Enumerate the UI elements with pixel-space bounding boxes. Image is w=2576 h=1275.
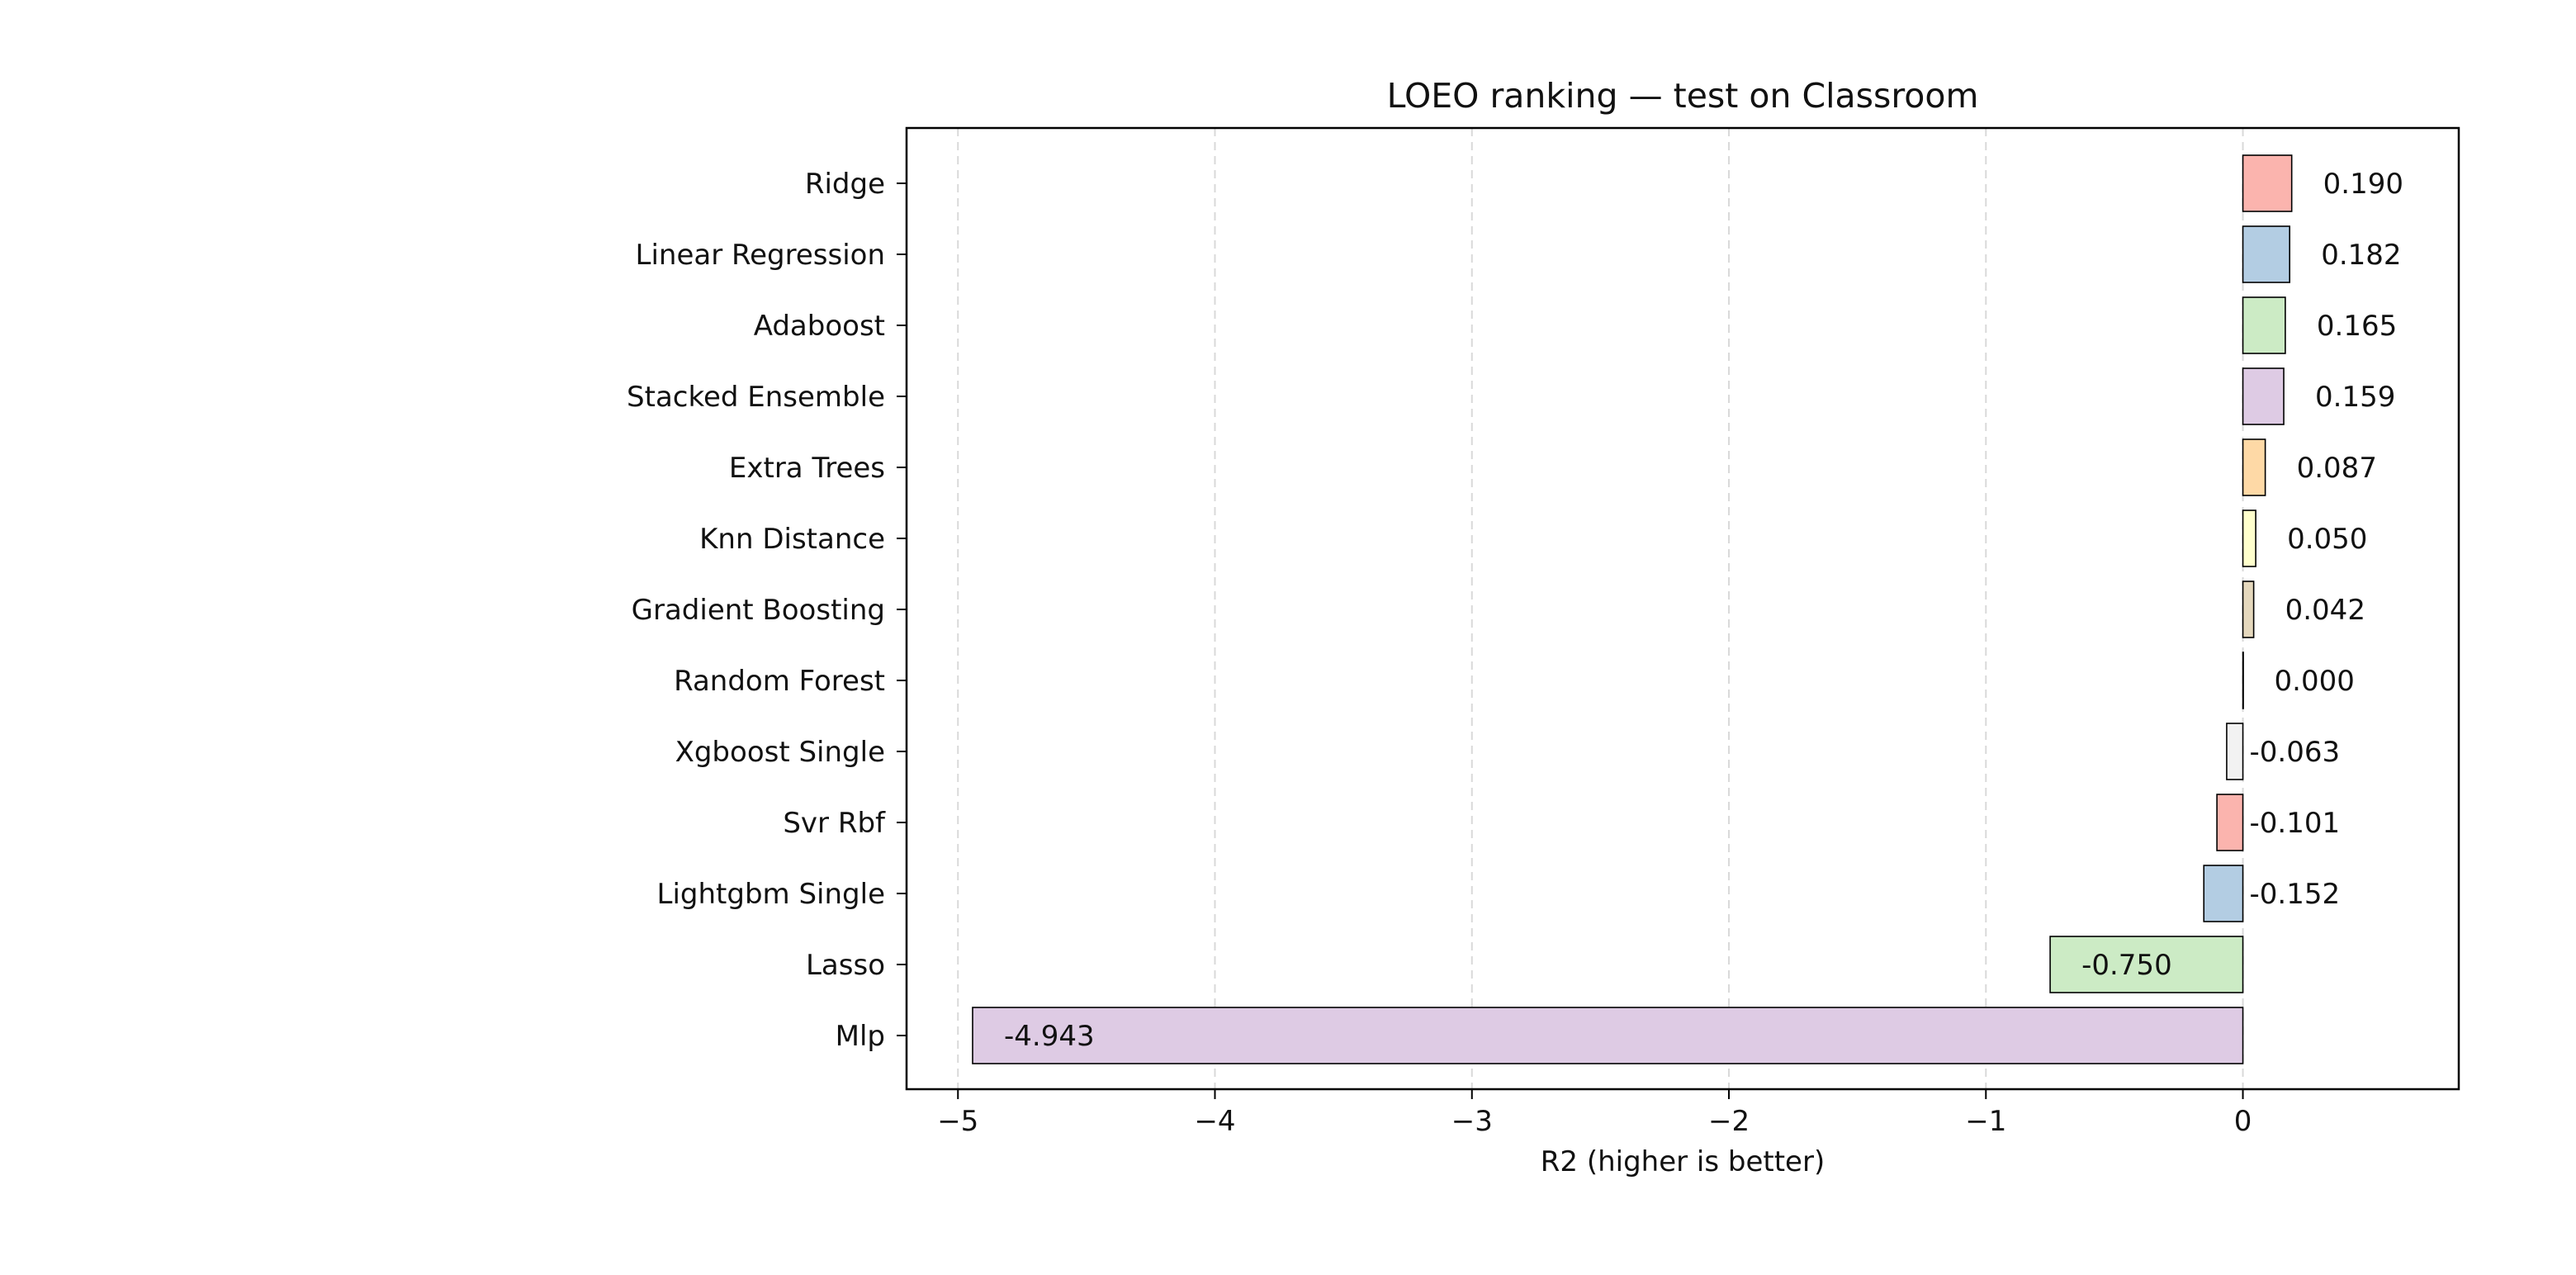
y-tick-label: Linear Regression xyxy=(636,239,885,272)
bar-value-label: 0.165 xyxy=(2317,310,2397,343)
bar xyxy=(2049,936,2244,993)
bar-value-label: 0.190 xyxy=(2323,168,2403,201)
bar xyxy=(2242,438,2266,496)
bar-value-label: 0.050 xyxy=(2287,523,2367,556)
bar xyxy=(972,1007,2244,1064)
x-tick-label: −3 xyxy=(1451,1105,1493,1138)
bar xyxy=(2242,581,2255,638)
bar xyxy=(2226,723,2244,780)
y-tick-label: Lasso xyxy=(806,949,885,982)
bar-value-label: 0.087 xyxy=(2297,452,2377,485)
y-tick-label: Stacked Ensemble xyxy=(627,381,885,414)
y-tick-label: Ridge xyxy=(805,168,885,201)
bar xyxy=(2242,367,2285,425)
y-tick-label: Knn Distance xyxy=(699,523,885,556)
bar xyxy=(2242,225,2290,283)
x-axis: −5 −4 −3 −2 −1 0 xyxy=(937,1089,2252,1138)
y-tick-label: Random Forest xyxy=(674,665,885,698)
bar-value-label: -0.063 xyxy=(2250,736,2341,769)
y-tick-label: Gradient Boosting xyxy=(632,594,885,627)
bars xyxy=(972,154,2293,1064)
bar-value-label: 0.000 xyxy=(2275,665,2355,698)
bar-value-label: 0.182 xyxy=(2321,239,2401,272)
chart-title: LOEO ranking — test on Classroom xyxy=(1387,76,1979,116)
y-tick-label: Mlp xyxy=(836,1020,885,1053)
y-axis: Ridge Linear Regression Adaboost Stacked En… xyxy=(627,168,907,1053)
x-tick-label: −4 xyxy=(1194,1105,1235,1138)
x-tick-label: −2 xyxy=(1708,1105,1750,1138)
y-tick-label: Lightgbm Single xyxy=(657,878,885,911)
y-tick-label: Extra Trees xyxy=(729,452,885,485)
bar-value-label: -4.943 xyxy=(1004,1020,1095,1053)
bar-value-label: -0.101 xyxy=(2250,807,2341,840)
bar-value-label: 0.042 xyxy=(2285,594,2365,627)
bar xyxy=(2242,296,2286,354)
x-tick-label: −5 xyxy=(937,1105,978,1138)
y-tick-label: Svr Rbf xyxy=(783,807,886,840)
value-labels: 0.190 0.182 0.165 0.159 0.087 0.050 0.042 0.000… xyxy=(1004,168,2403,1053)
x-tick-label: 0 xyxy=(2234,1105,2252,1138)
bar xyxy=(2242,652,2244,709)
bar xyxy=(2242,154,2293,212)
y-tick-label: Adaboost xyxy=(754,310,885,343)
bar-value-label: -0.152 xyxy=(2250,878,2341,911)
bar xyxy=(2216,794,2244,851)
bar xyxy=(2242,510,2256,567)
y-tick-label: Xgboost Single xyxy=(675,736,885,769)
x-tick-label: −1 xyxy=(1965,1105,2006,1138)
bar-value-label: 0.159 xyxy=(2315,381,2395,414)
x-axis-label: R2 (higher is better) xyxy=(1541,1145,1825,1178)
bar-value-label: -0.750 xyxy=(2081,949,2172,982)
bar xyxy=(2203,865,2244,922)
